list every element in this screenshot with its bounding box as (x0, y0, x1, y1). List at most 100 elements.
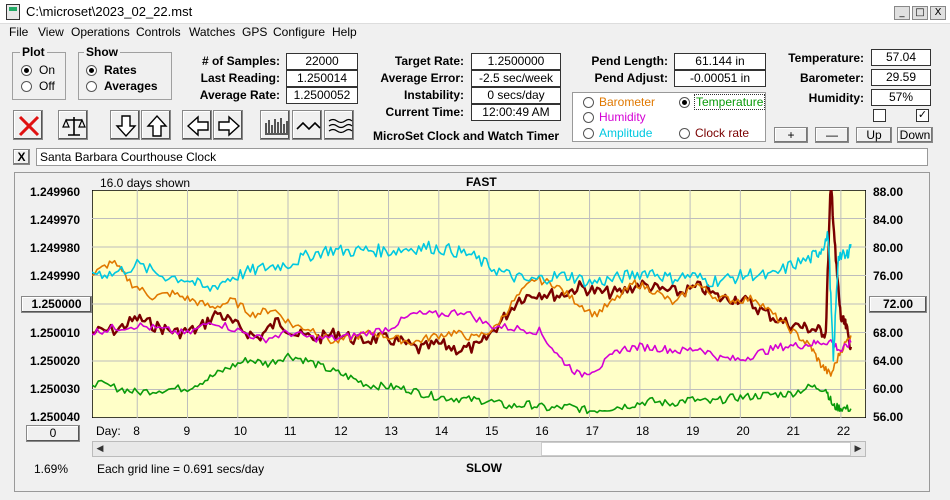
menu-configure[interactable]: Configure (273, 25, 326, 39)
plot-off-radio[interactable] (21, 81, 32, 92)
y-left-zero-button[interactable]: 0 (26, 425, 80, 442)
current-time-label: Current Time: (385, 105, 464, 119)
average-error-field: -2.5 sec/week (471, 70, 561, 87)
chart-frame (14, 172, 930, 492)
title-bar: C:\microset\2023_02_22.mst _ □ X (0, 0, 950, 24)
x-tick-label: 15 (485, 424, 499, 438)
scroll-left-arrow-icon[interactable]: ◀ (96, 444, 104, 454)
show-rates-label: Rates (104, 63, 137, 77)
amplitude-radio[interactable] (583, 128, 594, 139)
bars-view-button[interactable] (260, 110, 290, 140)
plot-on-radio[interactable] (21, 65, 32, 76)
x-tick-label: 20 (736, 424, 750, 438)
x-tick-label: 18 (635, 424, 650, 438)
x-tick-label: 14 (434, 424, 449, 438)
app-icon (6, 4, 20, 20)
scroll-right-button[interactable] (213, 110, 243, 140)
app-label: MicroSet Clock and Watch Timer (373, 129, 560, 143)
checkbox-1[interactable] (873, 109, 886, 122)
pend-adjust-field[interactable]: -0.00051 in (674, 70, 766, 87)
temperature-option-label: Temperature (694, 94, 766, 110)
checkbox-2[interactable]: ✓ (916, 109, 929, 122)
y-left-tick: 1.249970 (30, 213, 81, 227)
barometer-radio[interactable] (583, 97, 594, 108)
humidity-label: Humidity: (808, 91, 864, 105)
target-rate-label: Target Rate: (394, 54, 464, 68)
show-averages-radio[interactable] (86, 81, 97, 92)
close-button[interactable]: X (930, 6, 946, 20)
humidity-option-label: Humidity (599, 110, 646, 124)
temperature-label: Temperature: (788, 51, 864, 65)
x-tick-label: 17 (585, 424, 599, 438)
reset-x-icon (18, 115, 40, 137)
x-tick-label: 8 (133, 424, 140, 438)
y-right-tick: 68.00 (873, 326, 904, 340)
wave-view-button[interactable] (292, 110, 322, 140)
series-line-humidity (92, 309, 852, 378)
instability-field: 0 secs/day (471, 87, 561, 104)
pend-adjust-label: Pend Adjust: (594, 71, 668, 85)
menu-view[interactable]: View (38, 25, 64, 39)
menu-help[interactable]: Help (332, 25, 357, 39)
menu-file[interactable]: File (9, 25, 29, 39)
amplitude-option-label: Amplitude (599, 126, 653, 140)
rate-chart (92, 190, 866, 418)
y-left-tick: 1.250020 (30, 354, 81, 368)
arrow-down-icon (115, 115, 137, 138)
multi-wave-icon (328, 118, 353, 134)
menu-operations[interactable]: Operations (71, 25, 130, 39)
multi-wave-view-button[interactable] (324, 110, 354, 140)
menu-watches[interactable]: Watches (189, 25, 236, 39)
show-rates-radio[interactable] (86, 65, 97, 76)
maximize-button[interactable]: □ (912, 6, 928, 20)
scroll-left-button[interactable] (182, 110, 212, 140)
clock-rate-option-label: Clock rate (695, 126, 750, 140)
samples-label: # of Samples: (201, 54, 280, 68)
scroll-right-arrow-icon[interactable]: ▶ (854, 444, 862, 454)
scroll-thumb[interactable] (541, 442, 851, 456)
show-group (78, 52, 172, 100)
x-tick-label: 19 (686, 424, 700, 438)
description-input[interactable]: Santa Barbara Courthouse Clock (36, 148, 928, 166)
average-rate-field: 1.2500052 (286, 87, 358, 104)
y-right-tick: 56.00 (873, 410, 904, 424)
wave-icon (296, 121, 321, 131)
grid-note-label: Each grid line = 0.691 secs/day (97, 462, 265, 476)
sensor-select-group: Barometer Temperature Humidity Amplitude… (572, 92, 766, 142)
instability-label: Instability: (403, 88, 464, 102)
show-group-title: Show (84, 45, 120, 59)
humidity-radio[interactable] (583, 112, 594, 123)
x-tick-label: 13 (384, 424, 398, 438)
y-left-tick: 1.250040 (30, 410, 81, 424)
y-left-tick: 1.250030 (30, 382, 81, 396)
y-right-tick: 88.00 (873, 185, 904, 199)
x-tick-label: 16 (535, 424, 549, 438)
balance-button[interactable] (58, 110, 88, 140)
pend-length-field: 61.144 in (674, 53, 766, 70)
arrow-up-icon (146, 114, 168, 137)
scale-down-button[interactable]: Down (897, 127, 933, 143)
scale-up-button[interactable]: Up (856, 127, 892, 143)
humidity-field: 57% (871, 89, 931, 106)
description-close-button[interactable]: X (13, 149, 30, 165)
menu-gps[interactable]: GPS (242, 25, 268, 39)
series-line-barometer (92, 259, 852, 377)
y-right-tick: 76.00 (873, 269, 904, 283)
clock-rate-radio[interactable] (679, 128, 690, 139)
temperature-radio[interactable] (679, 97, 690, 108)
days-shown-label: 16.0 days shown (100, 176, 191, 190)
barometer-field: 29.59 (871, 69, 931, 86)
series-line-amplitude (92, 230, 852, 362)
scale-minus-button[interactable]: — (815, 127, 849, 143)
rate-down-button[interactable] (110, 110, 140, 140)
y-right-center-button[interactable]: 72.00 (869, 296, 927, 313)
menu-controls[interactable]: Controls (136, 25, 181, 39)
y-left-center-button[interactable]: 1.250000 (21, 296, 92, 313)
x-tick-label: 11 (284, 424, 297, 438)
chart-scrollbar[interactable]: ◀ ▶ (92, 441, 866, 457)
minimize-button[interactable]: _ (894, 6, 910, 20)
last-reading-field: 1.250014 (286, 70, 358, 87)
reset-button[interactable] (13, 110, 43, 140)
scale-plus-button[interactable]: + (774, 127, 808, 143)
rate-up-button[interactable] (141, 110, 171, 140)
